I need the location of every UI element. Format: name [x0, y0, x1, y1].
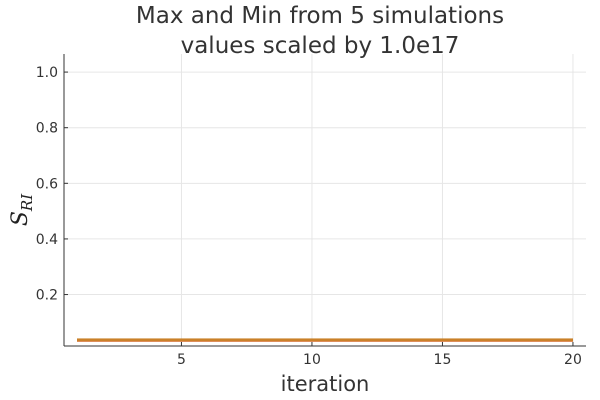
y-axis-title: SRI: [8, 193, 36, 226]
x-tick-label: 15: [434, 352, 452, 368]
y-tick-label: 0.2: [36, 288, 58, 304]
tick-layer: 5 10 15 20 0.2 0.4 0.6 0.8 1.0: [36, 65, 582, 368]
y-tick-label: 0.6: [36, 176, 58, 192]
y-tick-label: 0.4: [36, 232, 58, 248]
grid-layer: [64, 54, 586, 346]
y-axis-title-subscript: RI: [18, 193, 36, 212]
series-layer: [77, 338, 573, 342]
x-tick-label: 5: [177, 352, 186, 368]
x-tick-label: 20: [564, 352, 582, 368]
y-axis-title-symbol: S: [8, 211, 33, 226]
x-tick-label: 10: [303, 352, 321, 368]
chart-title-line-2: values scaled by 1.0e17: [180, 33, 460, 59]
chart-title-line-1: Max and Min from 5 simulations: [135, 3, 505, 29]
y-tick-label: 0.8: [36, 121, 58, 137]
x-axis-title: iteration: [281, 372, 370, 396]
y-tick-label: 1.0: [36, 65, 58, 81]
axes-layer: [63, 54, 586, 347]
